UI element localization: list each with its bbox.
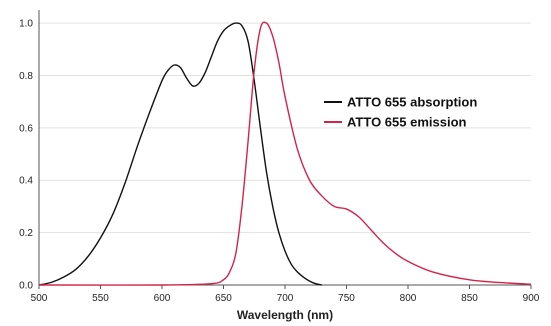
- y-tick-label: 0.0: [19, 281, 33, 292]
- x-tick-label: 800: [400, 293, 417, 304]
- y-tick-label: 1.0: [19, 19, 33, 30]
- x-axis-title: Wavelength (nm): [237, 308, 333, 322]
- x-tick-label: 750: [338, 293, 355, 304]
- x-tick-label: 650: [215, 293, 232, 304]
- y-tick-label: 0.6: [19, 123, 33, 134]
- x-tick-label: 700: [277, 293, 294, 304]
- legend-label: ATTO 655 absorption: [347, 95, 477, 110]
- series-group: [38, 21, 532, 286]
- y-tick-label: 0.4: [19, 176, 33, 187]
- legend: ATTO 655 absorption ATTO 655 emission: [324, 95, 477, 130]
- y-tick-label: 0.8: [19, 71, 33, 82]
- x-tick-label: 550: [92, 293, 109, 304]
- grid-lines: [39, 22, 531, 286]
- y-tick-label: 0.2: [19, 228, 33, 239]
- emission-series-line: [38, 21, 532, 286]
- x-tick-label: 500: [31, 293, 48, 304]
- legend-label: ATTO 655 emission: [347, 115, 467, 130]
- x-tick-label: 850: [461, 293, 478, 304]
- x-axis-ticks: 500 550 600 650 700 750 800 850 900: [31, 285, 540, 304]
- x-tick-label: 900: [523, 293, 540, 304]
- x-tick-label: 600: [154, 293, 171, 304]
- absorption-series-line: [38, 22, 323, 286]
- y-axis-ticks: 0.0 0.2 0.4 0.6 0.8 1.0: [19, 19, 33, 292]
